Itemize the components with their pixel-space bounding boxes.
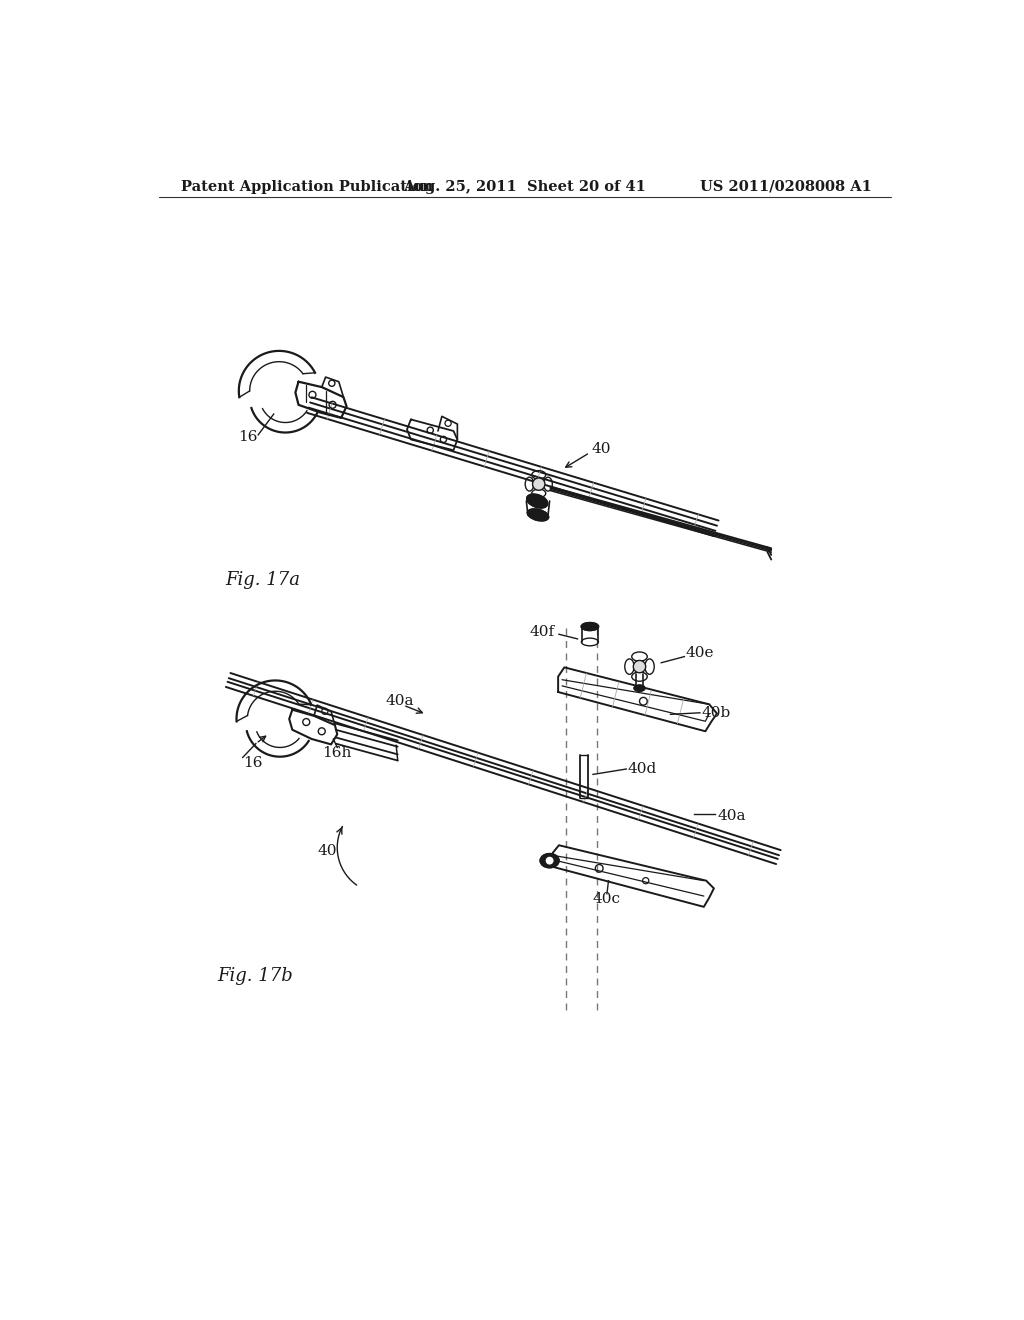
Text: Fig. 17a: Fig. 17a [225, 572, 300, 589]
Text: US 2011/0208008 A1: US 2011/0208008 A1 [700, 180, 872, 194]
Text: 40b: 40b [701, 706, 731, 719]
Ellipse shape [582, 623, 598, 631]
Text: 40d: 40d [628, 762, 657, 776]
Text: 16: 16 [239, 430, 258, 444]
Text: 40a: 40a [385, 694, 414, 709]
Text: 40: 40 [592, 442, 611, 457]
Circle shape [545, 855, 554, 866]
Text: Fig. 17b: Fig. 17b [217, 968, 293, 985]
Text: 40a: 40a [717, 809, 745, 822]
Ellipse shape [634, 685, 645, 692]
Text: 16h: 16h [323, 746, 352, 760]
Text: Aug. 25, 2011  Sheet 20 of 41: Aug. 25, 2011 Sheet 20 of 41 [403, 180, 646, 194]
Text: Patent Application Publication: Patent Application Publication [180, 180, 433, 194]
Text: 16: 16 [243, 756, 262, 770]
Ellipse shape [541, 854, 559, 867]
Circle shape [532, 478, 545, 490]
Circle shape [633, 660, 646, 673]
Ellipse shape [526, 494, 548, 508]
Text: 40: 40 [317, 845, 337, 858]
Text: 40e: 40e [686, 645, 715, 660]
Text: 40c: 40c [593, 892, 621, 906]
Text: 40f: 40f [529, 624, 554, 639]
Ellipse shape [527, 510, 549, 521]
